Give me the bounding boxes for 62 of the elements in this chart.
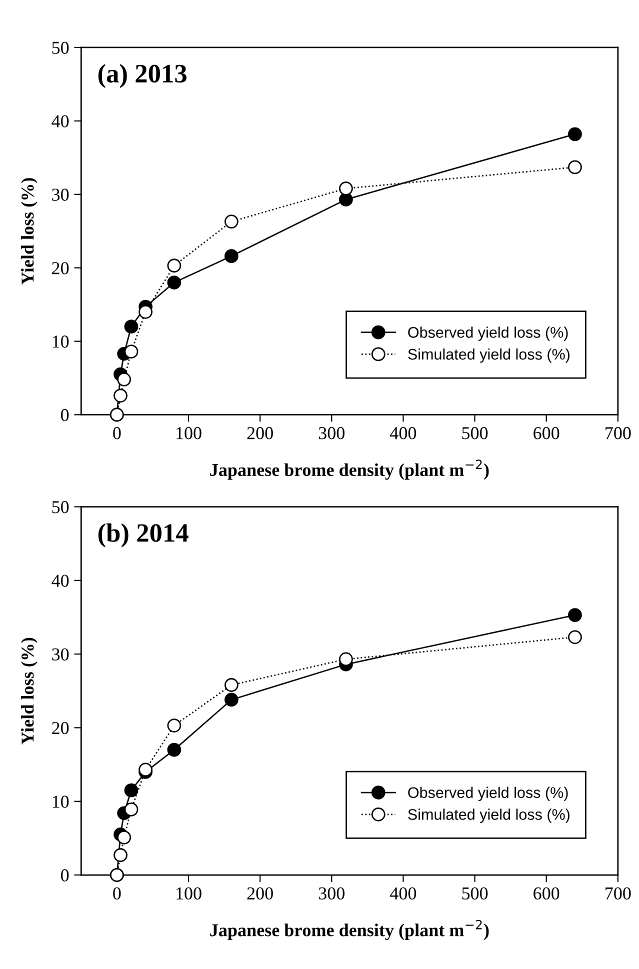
x-axis-title: Japanese brome density (plant m$^{−2}$): [210, 920, 489, 940]
point: [138, 304, 153, 319]
point: [568, 160, 582, 174]
y-axis-title: Yield loss (%): [21, 638, 38, 744]
x-tick-label: 600: [534, 887, 560, 900]
x-tick-label: 0: [113, 427, 121, 440]
y-tick-label: 0: [61, 869, 69, 882]
y-tick-label: 10: [52, 336, 69, 348]
y-axis-title: Yield loss (%): [21, 178, 38, 285]
y-tick-label: 50: [52, 42, 69, 54]
point: [339, 182, 353, 196]
x-tick-label: 100: [176, 427, 202, 440]
point: [117, 372, 132, 386]
point: [568, 608, 582, 622]
y-tick-label: 0: [61, 408, 69, 422]
x-tick-label: 0: [113, 887, 121, 900]
x-tick-label: 700: [606, 427, 631, 440]
y-tick-label: 50: [52, 501, 69, 514]
point: [568, 127, 582, 142]
point: [339, 192, 353, 206]
point: [124, 802, 138, 816]
x-axis-title: Japanese brome density (plant m$^{−2}$): [210, 460, 489, 480]
point: [224, 692, 238, 707]
point: [224, 249, 238, 264]
x-tick-label: 400: [390, 427, 416, 440]
x-tick-label: 500: [462, 427, 488, 440]
x-tick-label: 100: [176, 887, 202, 900]
point: [124, 344, 138, 359]
y-tick-label: 30: [52, 188, 69, 201]
y-tick-label: 20: [52, 722, 69, 734]
x-tick-label: 200: [247, 427, 273, 440]
legend-label: Observed yield loss (%): [408, 786, 568, 802]
x-tick-label: 300: [318, 427, 344, 440]
y-tick-label: 40: [52, 115, 69, 128]
x-tick-label: 400: [390, 887, 416, 900]
point: [117, 830, 132, 844]
point: [114, 848, 128, 862]
x-tick-label: 700: [606, 887, 631, 900]
point: [339, 652, 353, 666]
point: [224, 214, 238, 229]
point: [224, 678, 238, 692]
point: [124, 320, 138, 334]
y-tick-label: 30: [52, 648, 69, 661]
legend-label: Simulated yield loss (%): [408, 348, 570, 363]
legend-label: Simulated yield loss (%): [408, 808, 570, 823]
x-tick-label: 200: [247, 887, 273, 900]
point: [167, 276, 182, 290]
point: [167, 742, 182, 757]
x-tick-label: 500: [462, 887, 488, 900]
legend-label: Observed yield loss (%): [408, 326, 568, 341]
point: [167, 718, 182, 732]
point: [167, 258, 182, 273]
point: [114, 388, 128, 403]
text: (b) 2014: [98, 523, 188, 548]
x-tick-label: 600: [534, 427, 560, 440]
x-tick-label: 300: [318, 887, 344, 900]
y-tick-label: 40: [52, 574, 69, 587]
point: [568, 630, 582, 644]
point: [124, 783, 138, 798]
y-tick-label: 10: [52, 796, 69, 808]
y-tick-label: 20: [52, 262, 69, 274]
text: (a) 2013: [98, 64, 186, 88]
